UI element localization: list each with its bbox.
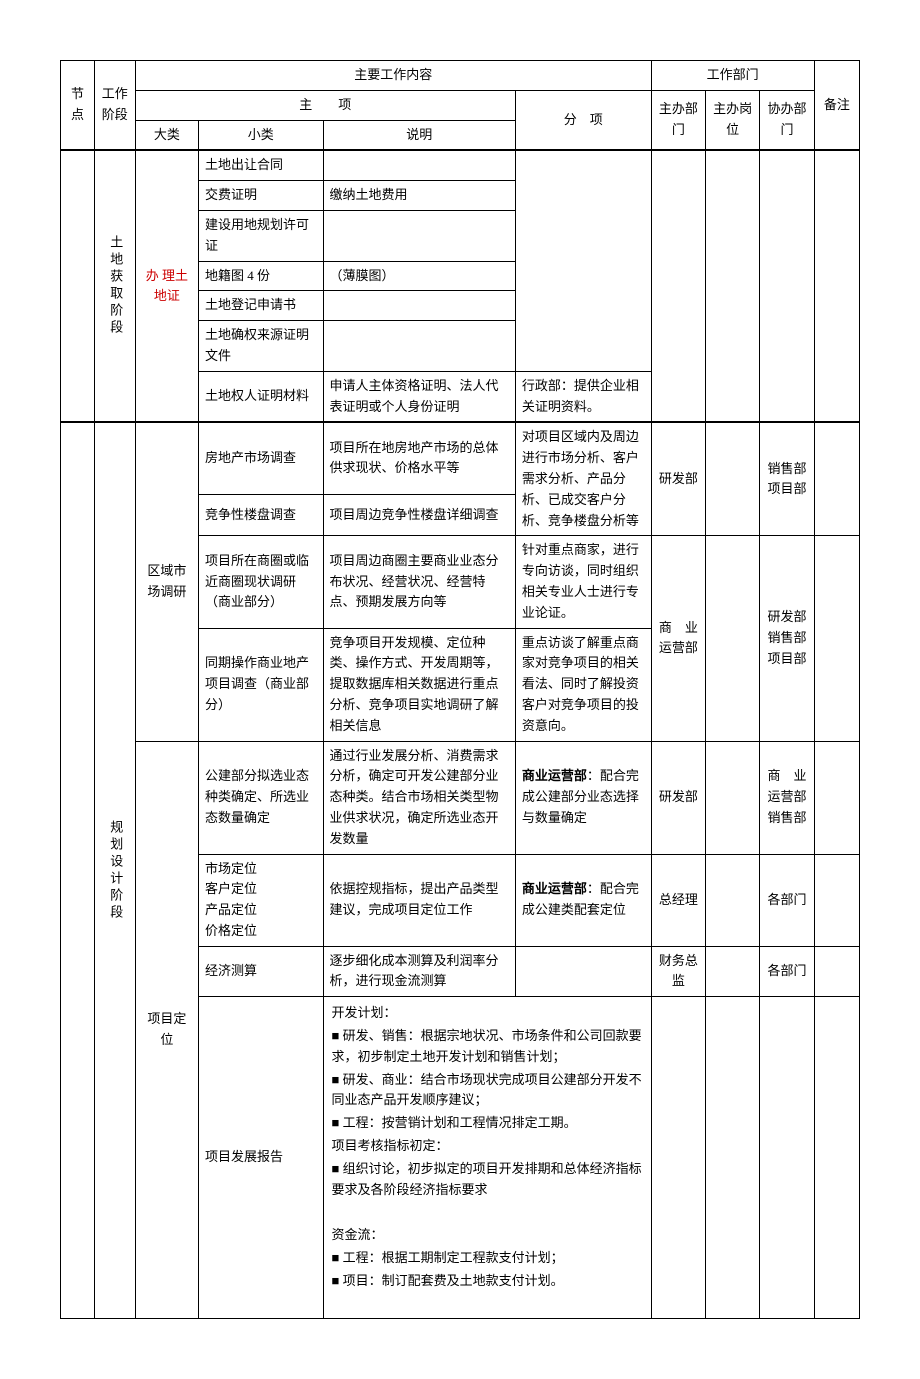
empty-cell (760, 997, 814, 1319)
stage1-r4-minor: 地籍图 4 份 (199, 261, 323, 291)
empty-cell (814, 854, 859, 946)
empty-cell (814, 946, 859, 997)
hdr-minor: 小类 (199, 120, 323, 150)
s2-r5-minor: 公建部分拟选业态种类确定、所选业态数量确定 (199, 741, 323, 854)
empty-cell (706, 854, 760, 946)
s2-r5-assist: 商 业运营部 销售部 (760, 741, 814, 854)
s1-r1-desc: 项目所在地房地产市场的总体供求现状、价格水平等 (323, 422, 515, 494)
s2-r7-minor: 经济测算 (199, 946, 323, 997)
empty-cell (814, 150, 859, 422)
empty-cell (814, 997, 859, 1319)
s1-r4-desc: 竞争项目开发规模、定位种类、操作方式、开发周期等，提取数据库相关数据进行重点分析… (323, 628, 515, 741)
stage1-r2-minor: 交费证明 (199, 181, 323, 211)
empty-cell (706, 150, 760, 422)
stage1-name: 土地获取阶段 (94, 150, 135, 422)
s1-r2-desc: 项目周边竞争性楼盘详细调查 (323, 494, 515, 536)
empty-cell (651, 150, 705, 422)
node-cell (61, 422, 95, 1319)
s2-r6-minor: 市场定位 客户定位 产品定位 价格定位 (199, 854, 323, 946)
s2-r8-desc: 开发计划： ■ 研发、销售：根据宗地状况、市场条件和公司回款要求，初步制定土地开… (323, 997, 651, 1319)
node-cell (61, 150, 95, 422)
hdr-dept: 工作部门 (651, 61, 814, 91)
hdr-host-post: 主办岗位 (706, 90, 760, 150)
s1-r2-minor: 竞争性楼盘调查 (199, 494, 323, 536)
s2-r7-assist: 各部门 (760, 946, 814, 997)
s1-g2-host: 商 业运营部 (651, 536, 705, 741)
s2-r6-desc: 依据控规指标，提出产品类型建议，完成项目定位工作 (323, 854, 515, 946)
stage1-r6-minor: 土地确权来源证明文件 (199, 321, 323, 372)
s1-g1-host: 研发部 (651, 422, 705, 535)
empty-cell (706, 946, 760, 997)
hdr-main-item: 主 项 (135, 90, 515, 120)
hdr-sub-item: 分 项 (515, 90, 651, 150)
stage2-s1-major: 区域市场调研 (135, 422, 198, 741)
s1-g1-sub: 对项目区域内及周边进行市场分析、客户需求分析、产品分析、已成交客户分析、竞争楼盘… (515, 422, 651, 535)
s2-r6-assist: 各部门 (760, 854, 814, 946)
s2-r5-desc: 通过行业发展分析、消费需求分析，确定可开发公建部分业态种类。结合市场相关类型物业… (323, 741, 515, 854)
empty-cell (651, 997, 705, 1319)
s2-r5-host: 研发部 (651, 741, 705, 854)
s1-g2-assist: 研发部销售部项目部 (760, 536, 814, 741)
table-row: 项目定位 公建部分拟选业态种类确定、所选业态数量确定 通过行业发展分析、消费需求… (61, 741, 860, 854)
s2-r8-minor: 项目发展报告 (199, 997, 323, 1319)
stage1-r1-minor: 土地出让合同 (199, 150, 323, 180)
hdr-major: 大类 (135, 120, 198, 150)
work-content-table: 节点 工作阶段 主要工作内容 工作部门 备注 主 项 分 项 主办部门 主办岗位… (60, 60, 860, 1319)
s1-g1-assist: 销售部项目部 (760, 422, 814, 535)
empty-cell (814, 422, 859, 535)
empty-cell (814, 741, 859, 854)
hdr-main-content: 主要工作内容 (135, 61, 651, 91)
empty-cell (706, 997, 760, 1319)
stage1-r7-sub: 行政部：提供企业相关证明资料。 (515, 371, 651, 422)
empty-cell (515, 946, 651, 997)
stage2-name: 规划设计阶段 (94, 422, 135, 1319)
stage1-r4-desc: （薄膜图） (323, 261, 515, 291)
stage1-major: 办 理土地证 (135, 150, 198, 422)
empty-cell (515, 150, 651, 371)
empty-cell (814, 536, 859, 741)
table-row: 土地获取阶段 办 理土地证 土地出让合同 (61, 150, 860, 180)
header-row-2: 主 项 分 项 主办部门 主办岗位 协办部门 (61, 90, 860, 120)
stage1-r7-desc: 申请人主体资格证明、法人代表证明或个人身份证明 (323, 371, 515, 422)
stage1-r3-desc (323, 210, 515, 261)
hdr-node: 节点 (61, 61, 95, 151)
stage1-r3-minor: 建设用地规划许可证 (199, 210, 323, 261)
hdr-remark: 备注 (814, 61, 859, 151)
empty-cell (706, 422, 760, 535)
hdr-assist-dept: 协办部门 (760, 90, 814, 150)
stage1-r2-desc: 缴纳土地费用 (323, 181, 515, 211)
hdr-stage: 工作阶段 (94, 61, 135, 151)
stage2-s2-major: 项目定位 (135, 741, 198, 1319)
s1-r1-minor: 房地产市场调查 (199, 422, 323, 494)
header-row-1: 节点 工作阶段 主要工作内容 工作部门 备注 (61, 61, 860, 91)
empty-cell (706, 536, 760, 741)
s1-r4-minor: 同期操作商业地产项目调查（商业部分） (199, 628, 323, 741)
s2-r7-desc: 逐步细化成本测算及利润率分析，进行现金流测算 (323, 946, 515, 997)
empty-cell (760, 150, 814, 422)
stage1-r6-desc (323, 321, 515, 372)
stage1-r1-desc (323, 150, 515, 180)
s2-r5-sub: 商业运营部：配合完成公建部分业态选择与数量确定 (515, 741, 651, 854)
s1-r3-sub: 针对重点商家，进行专向访谈，同时组织相关专业人士进行专业论证。 (515, 536, 651, 628)
table-row: 规划设计阶段 区域市场调研 房地产市场调查 项目所在地房地产市场的总体供求现状、… (61, 422, 860, 494)
stage1-r5-minor: 土地登记申请书 (199, 291, 323, 321)
s2-r6-host: 总经理 (651, 854, 705, 946)
hdr-desc: 说明 (323, 120, 515, 150)
hdr-host-dept: 主办部门 (651, 90, 705, 150)
s2-r7-host: 财务总监 (651, 946, 705, 997)
s1-r3-minor: 项目所在商圈或临近商圈现状调研（商业部分） (199, 536, 323, 628)
s1-r4-sub: 重点访谈了解重点商家对竞争项目的相关看法、同时了解投资客户对竞争项目的投资意向。 (515, 628, 651, 741)
stage1-r7-minor: 土地权人证明材料 (199, 371, 323, 422)
stage1-r5-desc (323, 291, 515, 321)
s1-r3-desc: 项目周边商圈主要商业业态分布状况、经营状况、经营特点、预期发展方向等 (323, 536, 515, 628)
empty-cell (706, 741, 760, 854)
s2-r6-sub: 商业运营部：配合完成公建类配套定位 (515, 854, 651, 946)
